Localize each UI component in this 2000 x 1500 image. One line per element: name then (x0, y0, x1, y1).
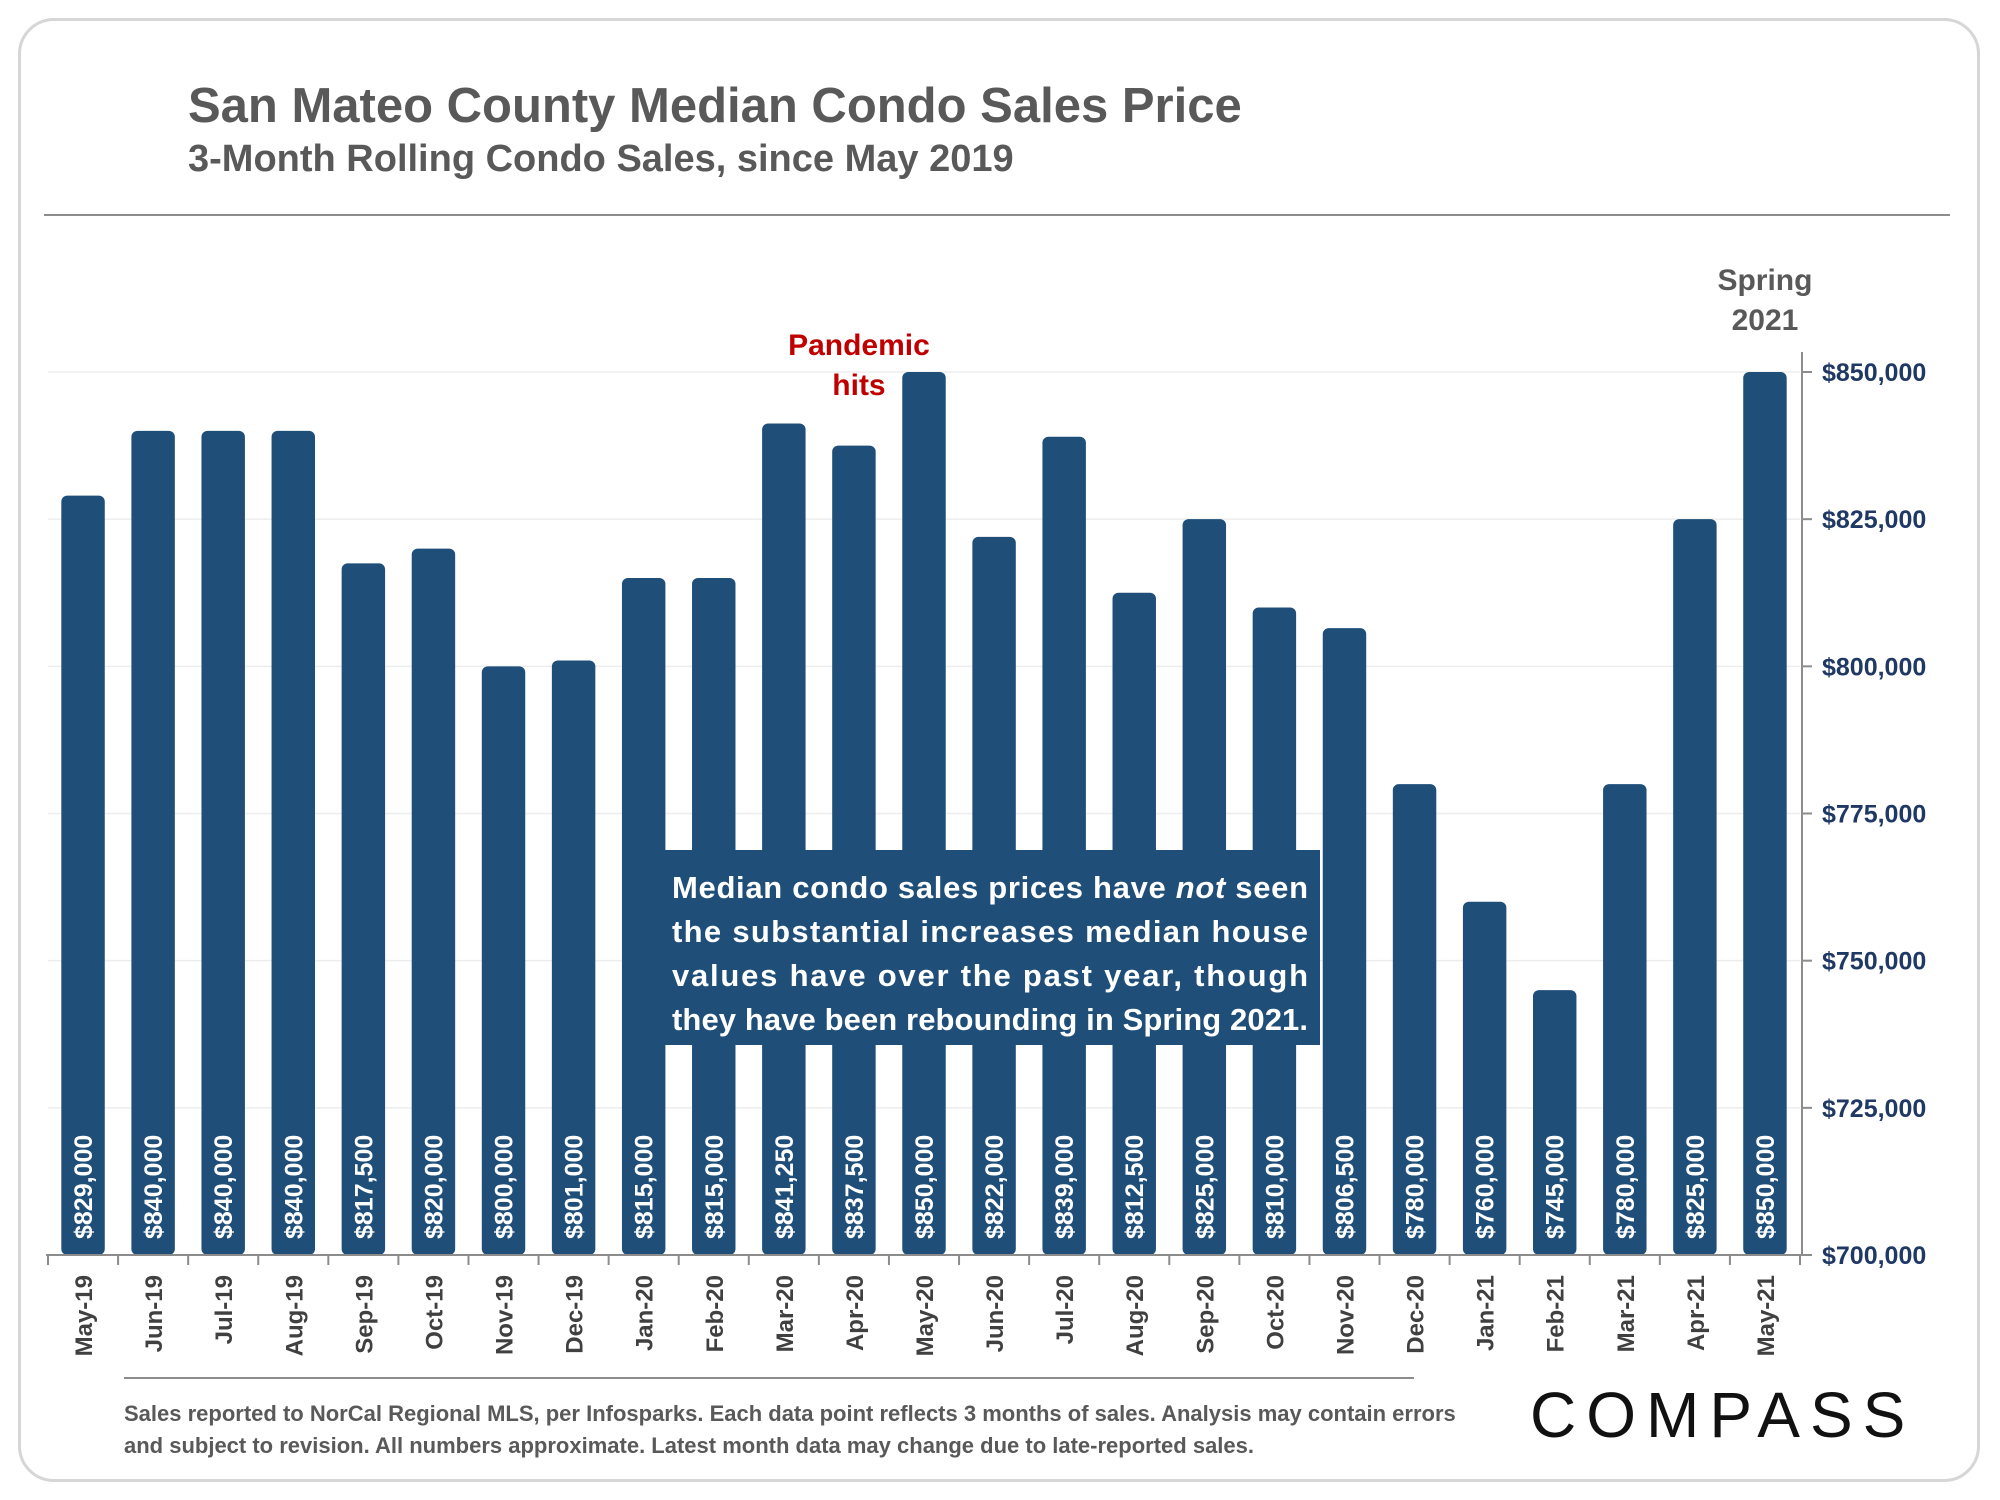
x-tick-label: Dec-19 (562, 1275, 589, 1354)
data-label: $829,000 (70, 1135, 98, 1239)
callout-text: Median condo sales prices have not seen (672, 870, 1308, 905)
data-label: $825,000 (1682, 1135, 1710, 1239)
bar-Jun-19 (131, 430, 175, 1255)
x-tick-label: May-19 (71, 1275, 98, 1356)
data-label: $837,500 (841, 1135, 869, 1239)
x-tick-label: May-20 (912, 1275, 939, 1356)
x-tick-label: Oct-20 (1262, 1275, 1289, 1350)
bar-Jul-20 (1042, 436, 1086, 1256)
bar-Jan-21 (1462, 901, 1507, 1255)
y-tick-label: $800,000 (1822, 653, 1926, 681)
footer-divider (124, 1377, 1414, 1379)
bar-Feb-21 (1532, 990, 1577, 1255)
data-label: $840,000 (280, 1135, 308, 1239)
bar-Apr-21 (1673, 519, 1717, 1255)
chart-subtitle: 3-Month Rolling Condo Sales, since May 2… (188, 138, 1014, 180)
bar-May-20 (902, 372, 946, 1255)
data-label: $840,000 (210, 1135, 238, 1239)
chart-title: San Mateo County Median Condo Sales Pric… (188, 79, 1242, 133)
bar-Jan-20 (621, 578, 666, 1255)
y-tick-label: $825,000 (1822, 506, 1926, 534)
data-label: $812,500 (1121, 1135, 1149, 1239)
data-label: $745,000 (1542, 1135, 1570, 1239)
annotation-spring: Spring (1717, 264, 1812, 297)
data-label: $815,000 (631, 1135, 659, 1239)
y-tick-label: $750,000 (1822, 948, 1926, 976)
data-label: $820,000 (420, 1135, 448, 1239)
annotation-pandemic: Pandemic (788, 329, 930, 362)
bar-Mar-21 (1603, 784, 1647, 1255)
x-tick-label: Sep-19 (351, 1275, 378, 1354)
bar-Dec-19 (551, 660, 596, 1255)
data-label: $810,000 (1261, 1135, 1289, 1239)
bar-Dec-20 (1392, 784, 1437, 1255)
x-tick-label: May-21 (1753, 1275, 1780, 1356)
data-label: $780,000 (1402, 1135, 1430, 1239)
data-label: $840,000 (140, 1135, 168, 1239)
annotation-pandemic: hits (832, 369, 885, 402)
x-tick-label: Mar-21 (1613, 1275, 1640, 1352)
bar-May-21 (1743, 372, 1787, 1255)
data-label: $850,000 (1752, 1135, 1780, 1239)
x-tick-label: Nov-20 (1332, 1275, 1359, 1355)
x-tick-label: Mar-20 (772, 1275, 799, 1352)
data-label: $806,500 (1331, 1135, 1359, 1239)
x-tick-label: Jun-20 (982, 1275, 1009, 1352)
data-label: $780,000 (1612, 1135, 1640, 1239)
data-label: $850,000 (911, 1135, 939, 1239)
x-tick-label: Jun-19 (141, 1275, 168, 1352)
data-label: $760,000 (1472, 1135, 1500, 1239)
data-label: $800,000 (491, 1135, 519, 1239)
callout-text: values have over the past year, though (672, 958, 1308, 993)
x-tick-label: Nov-19 (492, 1275, 519, 1355)
source-footnote: Sales reported to NorCal Regional MLS, p… (124, 1401, 1456, 1458)
data-label: $839,000 (1051, 1135, 1079, 1239)
callout-box (660, 850, 1320, 1045)
callout-text: the substantial increases median house (672, 914, 1308, 949)
x-tick-label: Dec-20 (1403, 1275, 1430, 1354)
y-tick-label: $775,000 (1822, 801, 1926, 829)
callout-text: they have been rebounding in Spring 2021… (672, 1002, 1308, 1037)
bar-Mar-20 (762, 423, 806, 1256)
data-label: $822,000 (981, 1135, 1009, 1239)
data-label: $825,000 (1191, 1135, 1219, 1239)
annotation-spring: 2021 (1732, 304, 1799, 337)
compass-logo: COMPASS (1530, 1379, 1916, 1451)
x-tick-label: Jan-20 (632, 1275, 659, 1351)
x-tick-label: Aug-20 (1122, 1275, 1149, 1356)
y-tick-label: $725,000 (1822, 1095, 1926, 1123)
y-tick-label: $850,000 (1822, 359, 1926, 387)
bar-Aug-19 (271, 430, 316, 1255)
y-tick-label: $700,000 (1822, 1242, 1926, 1270)
x-tick-label: Jan-21 (1473, 1275, 1500, 1351)
data-label: $815,000 (701, 1135, 729, 1239)
x-tick-label: Feb-21 (1543, 1275, 1570, 1352)
header-divider (44, 214, 1950, 216)
bar-May-19 (61, 495, 105, 1255)
x-tick-label: Feb-20 (702, 1275, 729, 1352)
x-tick-label: Oct-19 (421, 1275, 448, 1350)
bar-Sep-19 (341, 563, 386, 1255)
bar-Oct-19 (411, 548, 456, 1255)
data-label: $801,000 (561, 1135, 589, 1239)
bar-Nov-19 (481, 666, 526, 1255)
bar-Nov-20 (1322, 628, 1367, 1255)
x-tick-label: Apr-20 (842, 1275, 869, 1351)
x-tick-label: Sep-20 (1192, 1275, 1219, 1354)
x-tick-label: Jul-19 (211, 1275, 238, 1344)
bar-Jul-19 (201, 430, 245, 1255)
data-label: $841,250 (771, 1135, 799, 1239)
data-label: $817,500 (350, 1135, 378, 1239)
x-tick-label: Apr-21 (1683, 1275, 1710, 1351)
x-tick-label: Jul-20 (1052, 1275, 1079, 1344)
x-tick-label: Aug-19 (281, 1275, 308, 1356)
